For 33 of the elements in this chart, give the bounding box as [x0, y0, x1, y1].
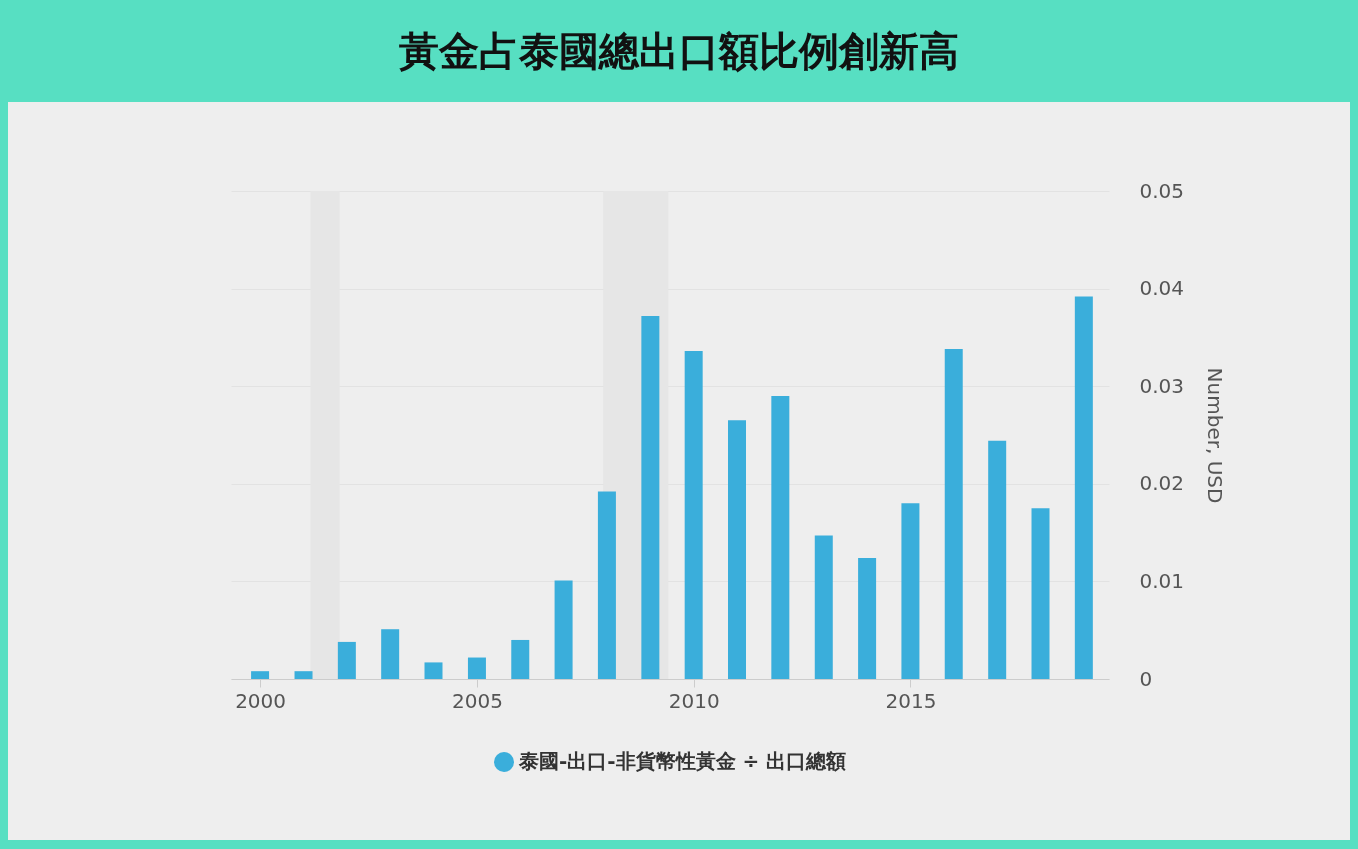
y-tick-label: 0.05: [1139, 178, 1185, 203]
y-tick-label: 0: [1139, 666, 1153, 691]
x-tick-label: 2010: [668, 688, 720, 713]
bar: [684, 351, 703, 679]
x-tick-label: 2015: [885, 688, 937, 713]
bar: [337, 641, 356, 679]
chart-title: 黃金占泰國總出口額比例創新高: [398, 26, 960, 76]
bar: [944, 349, 963, 679]
x-tick-label: 2005: [451, 688, 503, 713]
y-tick-label: 0.04: [1139, 276, 1185, 301]
bar: [554, 580, 573, 679]
legend-label: 泰國-出口-非貨幣性黃金 ÷ 出口總額: [518, 749, 847, 773]
bar: [858, 557, 877, 679]
y-axis-title: Number, USD: [1203, 367, 1228, 504]
bar: [381, 629, 400, 679]
y-tick-label: 0.01: [1139, 568, 1185, 593]
bar: [988, 440, 1007, 679]
bar: [597, 491, 616, 679]
bar: [1074, 296, 1093, 679]
bar: [728, 420, 746, 679]
bar: [641, 315, 660, 679]
bar: [511, 639, 530, 679]
bar: [294, 671, 313, 679]
bar: [814, 535, 833, 679]
x-tick-label: 2000: [235, 688, 287, 713]
bar: [467, 657, 486, 679]
bar: [771, 395, 790, 679]
bar: [901, 503, 920, 679]
bar: [251, 671, 270, 679]
bar: [424, 662, 443, 679]
y-tick-label: 0.02: [1139, 471, 1185, 496]
bar: [1031, 508, 1050, 679]
y-tick-label: 0.03: [1139, 373, 1185, 398]
